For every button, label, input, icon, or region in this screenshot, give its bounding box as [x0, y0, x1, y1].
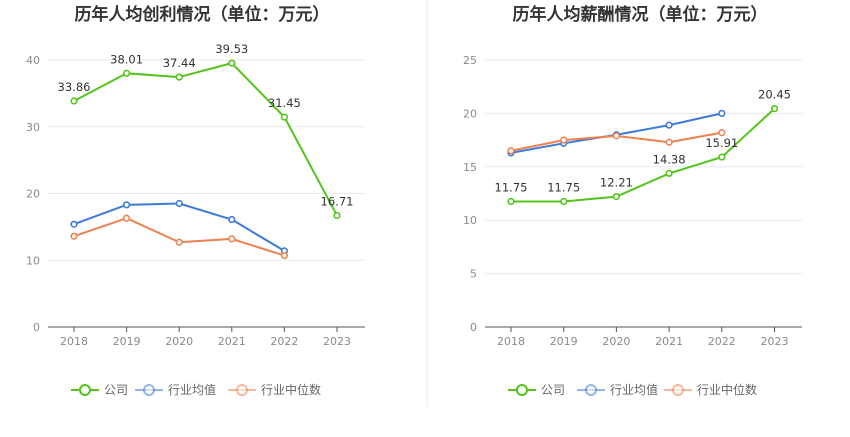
data-point-company: [70, 97, 78, 105]
x-tick-label: 2018: [60, 335, 88, 348]
data-point-company: [122, 69, 131, 77]
y-tick-label: 0: [470, 321, 477, 334]
y-tick-label: 20: [463, 107, 477, 120]
data-point-company: [560, 197, 568, 206]
legend-item-industry_avg: 行业均值: [135, 382, 216, 397]
x-tick-label: 2020: [165, 335, 193, 348]
data-point-industry_median: [718, 129, 726, 137]
data-point-industry_median: [280, 251, 289, 260]
x-tick-label: 2023: [761, 335, 789, 348]
data-label: 33.86: [58, 80, 91, 94]
legend-label: 公司: [541, 383, 565, 397]
series-line-company: [73, 62, 338, 216]
data-point-company: [280, 113, 289, 121]
y-tick-label: 15: [463, 161, 477, 174]
data-label: 14.38: [653, 152, 686, 166]
data-point-industry_median: [560, 136, 568, 144]
legend-item-industry_median: 行业中位数: [664, 382, 757, 397]
data-point-industry_avg: [665, 121, 673, 129]
data-point-industry_median: [175, 238, 183, 246]
data-label: 11.75: [547, 181, 580, 195]
x-tick-label: 2018: [497, 335, 525, 348]
data-point-industry_avg: [228, 215, 236, 224]
chart-title-profit: 历年人均创利情况（单位：万元）: [75, 4, 330, 25]
data-label: 16.71: [321, 194, 354, 208]
data-label: 15.91: [705, 136, 738, 150]
y-tick-label: 30: [26, 121, 40, 134]
legend-marker: [585, 384, 597, 396]
legend-item-industry_avg: 行业均值: [577, 382, 658, 397]
series-line-industry_median: [73, 217, 285, 257]
y-tick-label: 0: [33, 321, 40, 334]
data-label: 20.45: [758, 88, 791, 102]
y-tick-label: 5: [470, 268, 477, 281]
y-tick-label: 10: [26, 254, 40, 267]
data-point-industry_median: [228, 235, 236, 243]
legend-label: 公司: [104, 383, 128, 397]
legend-item-company: 公司: [71, 383, 128, 397]
data-point-company: [333, 211, 341, 220]
y-tick-label: 20: [26, 188, 40, 201]
x-tick-label: 2021: [655, 335, 683, 348]
x-tick-label: 2022: [708, 335, 736, 348]
data-point-industry_median: [612, 132, 621, 140]
data-point-company: [175, 73, 183, 81]
data-point-industry_median: [122, 214, 131, 222]
legend-item-industry_median: 行业中位数: [228, 382, 321, 397]
data-point-company: [612, 192, 621, 201]
data-label: 39.53: [215, 42, 248, 56]
y-tick-label: 40: [26, 54, 40, 67]
x-tick-label: 2022: [270, 335, 298, 348]
y-tick-label: 10: [463, 214, 477, 227]
legend-label: 行业中位数: [697, 382, 757, 397]
data-point-company: [228, 59, 236, 67]
chart-title-salary: 历年人均薪酬情况（单位：万元）: [513, 4, 768, 25]
data-point-industry_avg: [122, 201, 131, 209]
data-point-industry_median: [507, 147, 515, 155]
data-point-company: [770, 104, 779, 113]
legend-marker: [672, 384, 684, 396]
data-label: 11.75: [495, 181, 528, 195]
data-point-industry_avg: [70, 220, 78, 228]
y-tick-label: 25: [463, 54, 477, 67]
legend-marker: [236, 384, 248, 396]
data-point-company: [507, 197, 515, 206]
legend-marker: [516, 384, 528, 396]
chart-panel-profit: 历年人均创利情况（单位：万元） 0 10 20 30 40 2018 2019 2020 202…: [26, 4, 365, 397]
data-label: 31.45: [268, 96, 301, 110]
data-point-industry_median: [70, 232, 78, 240]
x-tick-label: 2020: [602, 335, 630, 348]
legend-marker: [79, 384, 91, 396]
x-tick-label: 2019: [550, 335, 578, 348]
data-point-industry_median: [665, 138, 673, 146]
data-point-industry_avg: [175, 199, 183, 208]
legend-marker: [143, 384, 155, 396]
data-label: 38.01: [110, 52, 143, 66]
x-tick-label: 2019: [113, 335, 141, 348]
x-tick-label: 2023: [323, 335, 351, 348]
legend-label: 行业均值: [168, 382, 216, 397]
data-label: 12.21: [600, 176, 633, 190]
chart-panel-salary: 历年人均薪酬情况（单位：万元） 0 5 10 15 20 25 2018 2019 2020 20…: [463, 4, 802, 397]
legend-item-company: 公司: [508, 383, 565, 397]
series-line-company: [511, 107, 776, 203]
data-point-company: [718, 153, 726, 161]
data-point-industry_avg: [718, 109, 726, 117]
data-label: 37.44: [163, 56, 196, 70]
x-tick-label: 2021: [218, 335, 246, 348]
legend-label: 行业中位数: [261, 382, 321, 397]
data-point-company: [665, 169, 673, 178]
legend-label: 行业均值: [610, 382, 658, 397]
